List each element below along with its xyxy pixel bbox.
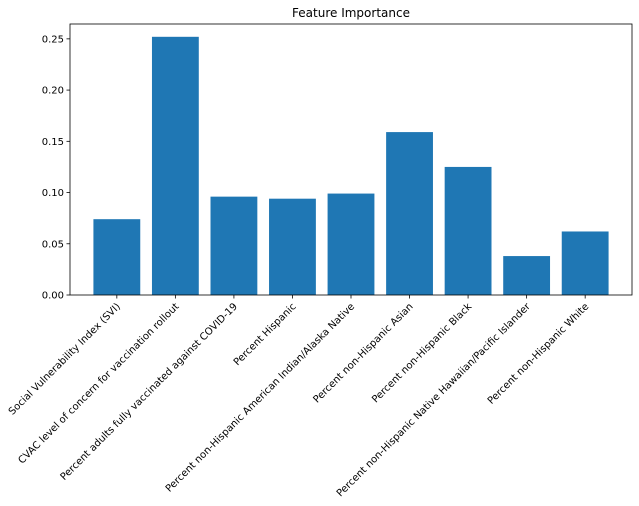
x-tick-label-8: Percent non-Hispanic White — [486, 301, 591, 406]
bar-4 — [327, 193, 375, 295]
x-tick-label-7: Percent non-Hispanic Native Hawaiian/Pac… — [335, 301, 534, 500]
y-tick-label-3: 0.15 — [42, 137, 64, 148]
y-tick-label-1: 0.05 — [42, 239, 64, 250]
chart-title: Feature Importance — [292, 6, 410, 20]
y-axis: 0.00 0.05 0.10 0.15 0.20 0.25 — [42, 34, 70, 302]
y-tick-label-4: 0.20 — [42, 86, 64, 97]
bar-3 — [269, 198, 316, 295]
x-axis: Social Vulnerability Index (SVI)CVAC lev… — [7, 295, 591, 499]
x-tick-label-3: Percent Hispanic — [232, 301, 299, 368]
bar-5 — [386, 132, 433, 295]
y-tick-label-5: 0.25 — [42, 34, 64, 45]
bars-group — [93, 36, 609, 295]
x-tick-label-0: Social Vulnerability Index (SVI) — [7, 301, 123, 417]
bar-6 — [444, 166, 492, 295]
bar-0 — [93, 219, 141, 295]
bar-7 — [503, 256, 551, 295]
bar-8 — [561, 231, 609, 295]
bar-1 — [151, 36, 199, 295]
x-tick-label-5: Percent non-Hispanic Asian — [312, 301, 416, 405]
x-tick-label-6: Percent non-Hispanic Black — [370, 301, 474, 405]
y-tick-label-2: 0.10 — [42, 188, 64, 199]
y-tick-label-0: 0.00 — [42, 291, 64, 302]
plot-frame — [69, 23, 633, 296]
bar-2 — [210, 196, 258, 295]
